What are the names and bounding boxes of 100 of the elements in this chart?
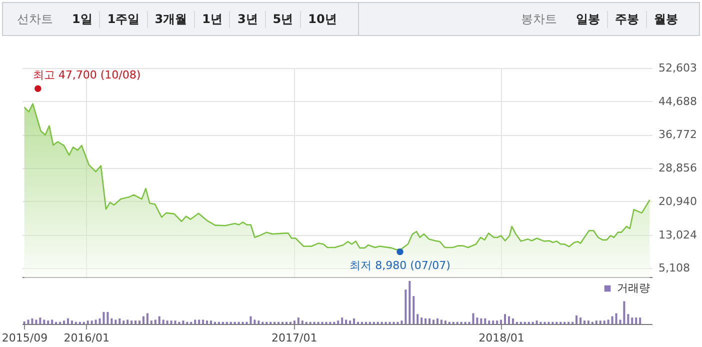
bar [202, 320, 204, 324]
text: 주봉 [607, 10, 646, 28]
bar [39, 318, 42, 324]
bar [254, 320, 256, 324]
bar [174, 320, 176, 324]
bar [47, 320, 50, 324]
x-tick-label: 2015/09 [2, 332, 48, 344]
bar [198, 320, 200, 324]
bar [412, 296, 415, 324]
bar [337, 320, 340, 324]
bar [488, 320, 490, 324]
text: 5년 [264, 10, 300, 28]
bar [134, 320, 137, 324]
bar [293, 320, 296, 324]
bar [341, 318, 344, 324]
y-tick-label: 13,024 [658, 228, 697, 242]
bar [611, 316, 614, 324]
bar [420, 318, 423, 324]
bar [619, 320, 622, 324]
bar [102, 312, 105, 324]
y-tick-label: 5,108 [658, 262, 690, 275]
bar [182, 320, 184, 324]
bar [508, 316, 510, 324]
bar [250, 316, 252, 324]
text: 월봉 [646, 10, 685, 28]
bar [27, 320, 30, 324]
bar [536, 320, 538, 324]
bar [297, 318, 300, 324]
text: 3개월 [146, 10, 194, 28]
bar [512, 318, 514, 324]
y-tick-label: 20,940 [658, 194, 697, 208]
bar [607, 320, 610, 324]
bar [603, 320, 606, 324]
x-tick-label: 2017/01 [272, 332, 318, 344]
bar [206, 320, 208, 324]
bar [126, 320, 129, 324]
x-tick-label: 2016/01 [64, 332, 110, 344]
text: 1주일 [99, 10, 147, 28]
bar [623, 301, 626, 324]
bar [472, 313, 474, 324]
bar [424, 318, 427, 324]
bar [51, 320, 54, 324]
bar [504, 314, 506, 324]
bar [122, 320, 125, 324]
bar [170, 320, 172, 324]
bar [476, 318, 478, 324]
text: 3년 [229, 10, 265, 28]
bar [496, 320, 498, 324]
bar [35, 320, 38, 324]
annotation: 최고 47,700 (10/08) [32, 68, 141, 82]
bar [353, 318, 356, 324]
bar [106, 312, 109, 324]
bar [349, 320, 352, 324]
bar [631, 318, 634, 324]
bar [166, 320, 168, 324]
y-tick-label: 52,603 [658, 62, 697, 74]
bar [154, 320, 156, 324]
bar [408, 281, 411, 324]
bar [576, 315, 578, 324]
bar [599, 320, 602, 324]
bar [23, 321, 26, 324]
bar [110, 318, 113, 324]
bar [146, 313, 148, 324]
bar [627, 314, 630, 324]
bar [595, 320, 598, 324]
bar [90, 320, 93, 324]
y-tick-label: 28,856 [658, 162, 697, 175]
bar [114, 320, 117, 324]
bar [416, 314, 419, 324]
bar [43, 320, 46, 324]
bar [150, 320, 152, 324]
bar [579, 318, 582, 324]
bar [138, 320, 140, 324]
bar [615, 313, 618, 324]
bar [31, 318, 34, 324]
y-tick-label: 36,772 [658, 128, 697, 142]
bar [63, 320, 65, 324]
bar [444, 320, 446, 324]
bar [492, 320, 494, 324]
bar [70, 320, 73, 324]
y-tick-label: 44,688 [658, 94, 697, 108]
bar [142, 316, 144, 324]
annotation: 최저 8,980 (07/07) [350, 258, 450, 272]
bar [158, 316, 160, 324]
bar [94, 320, 97, 324]
text: 1일 [71, 10, 94, 28]
bar [480, 318, 482, 324]
bar [301, 320, 304, 324]
bar [436, 318, 438, 324]
bar [428, 318, 431, 324]
bar [587, 320, 590, 324]
bar [440, 320, 442, 324]
text: 봉차트 [521, 10, 557, 28]
bar [432, 320, 434, 324]
bar [484, 318, 486, 324]
bar [404, 290, 407, 324]
bar [639, 318, 642, 324]
bar [583, 320, 586, 324]
bar [130, 320, 133, 324]
text: 일봉 [575, 10, 601, 28]
